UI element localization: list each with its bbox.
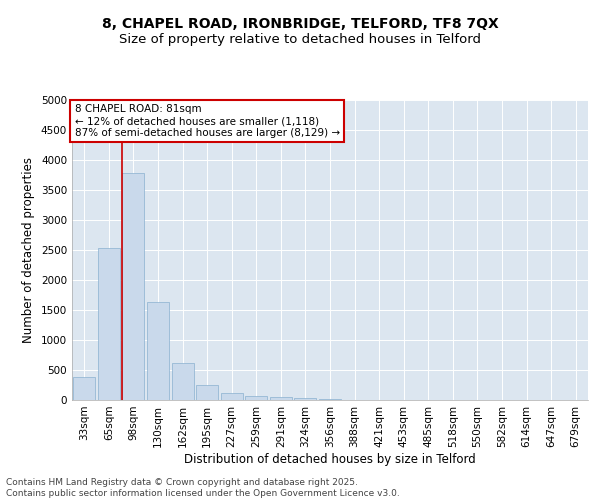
Bar: [122, 173, 145, 400]
X-axis label: Distribution of detached houses by size in Telford: Distribution of detached houses by size …: [184, 452, 476, 466]
Text: Size of property relative to detached houses in Telford: Size of property relative to detached ho…: [119, 32, 481, 46]
Bar: [172, 363, 194, 400]
Bar: [245, 396, 268, 400]
Bar: [221, 393, 243, 400]
Text: Contains HM Land Registry data © Crown copyright and database right 2025.
Contai: Contains HM Land Registry data © Crown c…: [6, 478, 400, 498]
Text: 8, CHAPEL ROAD, IRONBRIDGE, TELFORD, TF8 7QX: 8, CHAPEL ROAD, IRONBRIDGE, TELFORD, TF8…: [101, 18, 499, 32]
Text: 8 CHAPEL ROAD: 81sqm
← 12% of detached houses are smaller (1,118)
87% of semi-de: 8 CHAPEL ROAD: 81sqm ← 12% of detached h…: [74, 104, 340, 138]
Bar: [147, 302, 169, 400]
Bar: [319, 399, 341, 400]
Bar: [295, 398, 316, 400]
Bar: [196, 386, 218, 400]
Bar: [73, 377, 95, 400]
Bar: [98, 248, 120, 400]
Y-axis label: Number of detached properties: Number of detached properties: [22, 157, 35, 343]
Bar: [270, 397, 292, 400]
